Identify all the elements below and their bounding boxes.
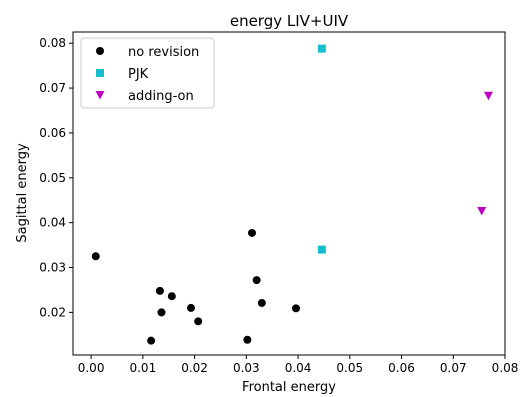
- point-no-revision: [248, 229, 256, 237]
- x-tick-label: 0.04: [285, 361, 312, 375]
- legend-marker-no-revision: [96, 47, 104, 55]
- x-tick-label: 0.01: [129, 361, 156, 375]
- point-no-revision: [168, 292, 176, 300]
- point-no-revision: [147, 337, 155, 345]
- y-tick-label: 0.03: [39, 261, 66, 275]
- legend: no revision PJK adding-on: [81, 38, 214, 108]
- x-tick-label: 0.05: [336, 361, 363, 375]
- y-axis-label: Sagittal energy: [15, 143, 30, 243]
- y-tick-label: 0.02: [39, 305, 66, 319]
- x-axis: 0.00 0.01 0.02 0.03 0.04 0.05 0.06 0.07 0.08: [78, 355, 519, 375]
- point-no-revision: [258, 299, 266, 307]
- x-tick-label: 0.00: [78, 361, 105, 375]
- point-no-revision: [292, 304, 300, 312]
- point-no-revision: [156, 287, 164, 295]
- y-tick-label: 0.04: [39, 216, 66, 230]
- point-no-revision: [253, 276, 261, 284]
- point-pjk: [318, 246, 326, 254]
- y-tick-label: 0.05: [39, 171, 66, 185]
- legend-label-pjk: PJK: [128, 67, 149, 82]
- point-no-revision: [194, 317, 202, 325]
- chart-title: energy LIV+UIV: [230, 12, 349, 30]
- x-axis-label: Frontal energy: [242, 380, 336, 395]
- point-no-revision: [157, 308, 165, 316]
- legend-marker-pjk: [96, 69, 104, 77]
- y-tick-label: 0.08: [39, 36, 66, 50]
- y-tick-label: 0.07: [39, 81, 66, 95]
- point-no-revision: [92, 252, 100, 260]
- legend-label-no-revision: no revision: [128, 45, 199, 60]
- point-adding-on: [477, 207, 486, 216]
- x-tick-label: 0.07: [440, 361, 467, 375]
- point-no-revision: [243, 336, 251, 344]
- x-tick-label: 0.08: [492, 361, 519, 375]
- x-tick-label: 0.03: [233, 361, 260, 375]
- x-tick-label: 0.02: [181, 361, 208, 375]
- y-axis: 0.02 0.03 0.04 0.05 0.06 0.07 0.08: [39, 36, 73, 319]
- point-no-revision: [187, 304, 195, 312]
- point-pjk: [318, 45, 326, 53]
- x-tick-label: 0.06: [388, 361, 415, 375]
- legend-label-adding-on: adding-on: [128, 89, 194, 104]
- y-tick-label: 0.06: [39, 126, 66, 140]
- point-adding-on: [484, 92, 493, 101]
